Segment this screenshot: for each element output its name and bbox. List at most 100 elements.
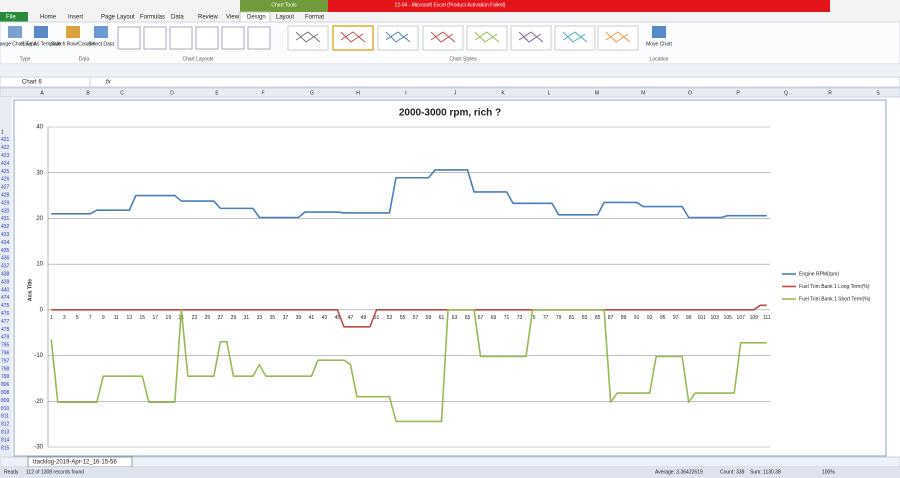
style-thumb xyxy=(287,25,329,51)
x-tick-label: 13 xyxy=(127,315,133,321)
column-header: H xyxy=(356,90,360,96)
chart-tools-band xyxy=(240,0,328,13)
layout-thumb xyxy=(221,26,245,50)
column-header: M xyxy=(595,90,599,96)
row-header: 427 xyxy=(1,185,10,191)
ribbon-button[interactable]: Select Data xyxy=(88,41,114,47)
ribbon-icons xyxy=(8,25,666,51)
x-tick-label: 9 xyxy=(102,315,105,321)
style-lines xyxy=(385,31,411,43)
column-header: J xyxy=(454,90,457,96)
row-header: 799 xyxy=(1,374,10,380)
legend-label: Fuel Trim Bank 1 Short Term(%) xyxy=(799,296,871,302)
x-tick-label: 107 xyxy=(737,315,746,321)
row-header: 435 xyxy=(1,248,10,254)
x-tick-label: 73 xyxy=(517,315,523,321)
row-header: 813 xyxy=(1,430,10,436)
x-tick-label: 3 xyxy=(63,315,66,321)
ribbon-button[interactable]: Change Chart Type xyxy=(0,41,37,47)
row-header-bar xyxy=(0,97,12,457)
ribbon-tab[interactable]: Data xyxy=(171,15,184,21)
legend-label: Fuel Trim Bank 1 Long Term(%) xyxy=(799,284,870,290)
legend-label: Engine RPM(rpm) xyxy=(799,271,839,277)
chart-area xyxy=(13,99,887,457)
series-line xyxy=(51,169,767,219)
name-box[interactable]: Chart 6 xyxy=(22,80,42,86)
row-header: 430 xyxy=(1,208,10,214)
row-header: 434 xyxy=(1,240,10,246)
x-tick-label: 81 xyxy=(569,315,575,321)
ribbon-button[interactable]: Move Chart xyxy=(646,41,672,47)
row-header: 809 xyxy=(1,398,10,404)
ribbon-tab[interactable]: Insert xyxy=(68,15,83,21)
x-tick-label: 19 xyxy=(166,315,172,321)
icon xyxy=(652,26,666,38)
ribbon-tab[interactable]: Home xyxy=(40,15,57,21)
row-header: 815 xyxy=(1,445,10,451)
ribbon-tab[interactable]: View xyxy=(226,15,240,21)
row-header: 423 xyxy=(1,153,10,159)
style-lines xyxy=(605,31,631,43)
style-thumb xyxy=(510,25,552,51)
x-tick-label: 15 xyxy=(140,315,146,321)
status-average: Average: 3.36422619 xyxy=(655,469,703,475)
status-sum: Sum: 1130.38 xyxy=(750,469,781,475)
row-header: 436 xyxy=(1,256,10,262)
x-tick-label: 41 xyxy=(309,315,315,321)
style-lines xyxy=(518,31,544,43)
x-tick-label: 17 xyxy=(153,315,159,321)
ribbon-tab[interactable]: Layout xyxy=(276,15,294,21)
column-header: D xyxy=(170,90,174,96)
status-mode: Ready xyxy=(4,469,19,475)
row-header: 808 xyxy=(1,390,10,396)
x-tick-label: 103 xyxy=(711,315,720,321)
x-tick-label: 37 xyxy=(283,315,289,321)
ribbon-tab[interactable]: Formulas xyxy=(140,15,165,21)
row-header: 433 xyxy=(1,232,10,238)
tab-row xyxy=(0,12,900,22)
row-header: 426 xyxy=(1,177,10,183)
ribbon-tab[interactable]: Format xyxy=(305,15,324,21)
ribbon-tab[interactable]: Page Layout xyxy=(101,15,135,21)
x-tick-label: 33 xyxy=(257,315,263,321)
style-lines xyxy=(340,31,366,43)
row-header: 476 xyxy=(1,311,10,317)
x-tick-label: 83 xyxy=(582,315,588,321)
style-thumb xyxy=(597,25,639,51)
x-tick-label: 75 xyxy=(530,315,536,321)
x-tick-label: 45 xyxy=(335,315,341,321)
y-tick-label: 40 xyxy=(36,125,43,131)
ribbon-button[interactable]: Switch Row/Column xyxy=(51,41,96,47)
icon xyxy=(94,26,108,38)
ribbon-tab[interactable]: Design xyxy=(247,15,266,21)
x-tick-label: 5 xyxy=(76,315,79,321)
column-header: F xyxy=(261,90,264,96)
row-header: 428 xyxy=(1,193,10,199)
x-tick-label: 111 xyxy=(763,315,771,321)
layout-thumb xyxy=(247,26,271,50)
row-header: 421 xyxy=(1,137,10,143)
x-tick-label: 109 xyxy=(750,315,759,321)
row-header: 422 xyxy=(1,145,10,151)
style-thumb xyxy=(422,25,464,51)
row-header: 440 xyxy=(1,287,10,293)
layout-thumb xyxy=(195,26,219,50)
quick-access xyxy=(0,65,900,76)
ribbon-tab[interactable]: Review xyxy=(198,15,218,21)
y-tick-label: -20 xyxy=(34,399,43,405)
layout-thumb xyxy=(143,26,167,50)
status-zoom: 100% xyxy=(822,469,835,475)
ribbon-button[interactable]: Save As Template xyxy=(21,41,61,47)
x-tick-label: 55 xyxy=(400,315,406,321)
icon xyxy=(66,26,80,38)
y-tick-label: -10 xyxy=(34,353,43,359)
column-header-bar xyxy=(0,87,900,98)
column-header: C xyxy=(120,90,124,96)
ribbon-tab[interactable]: File xyxy=(6,15,16,21)
x-tick-label: 1 xyxy=(50,315,53,321)
status-count: Count: 339 xyxy=(720,469,745,475)
sheet-tab[interactable]: tracklog-2019-Apr-12_16-15-56 xyxy=(33,460,117,466)
column-header: Q xyxy=(784,90,788,96)
x-tick-label: 7 xyxy=(89,315,92,321)
